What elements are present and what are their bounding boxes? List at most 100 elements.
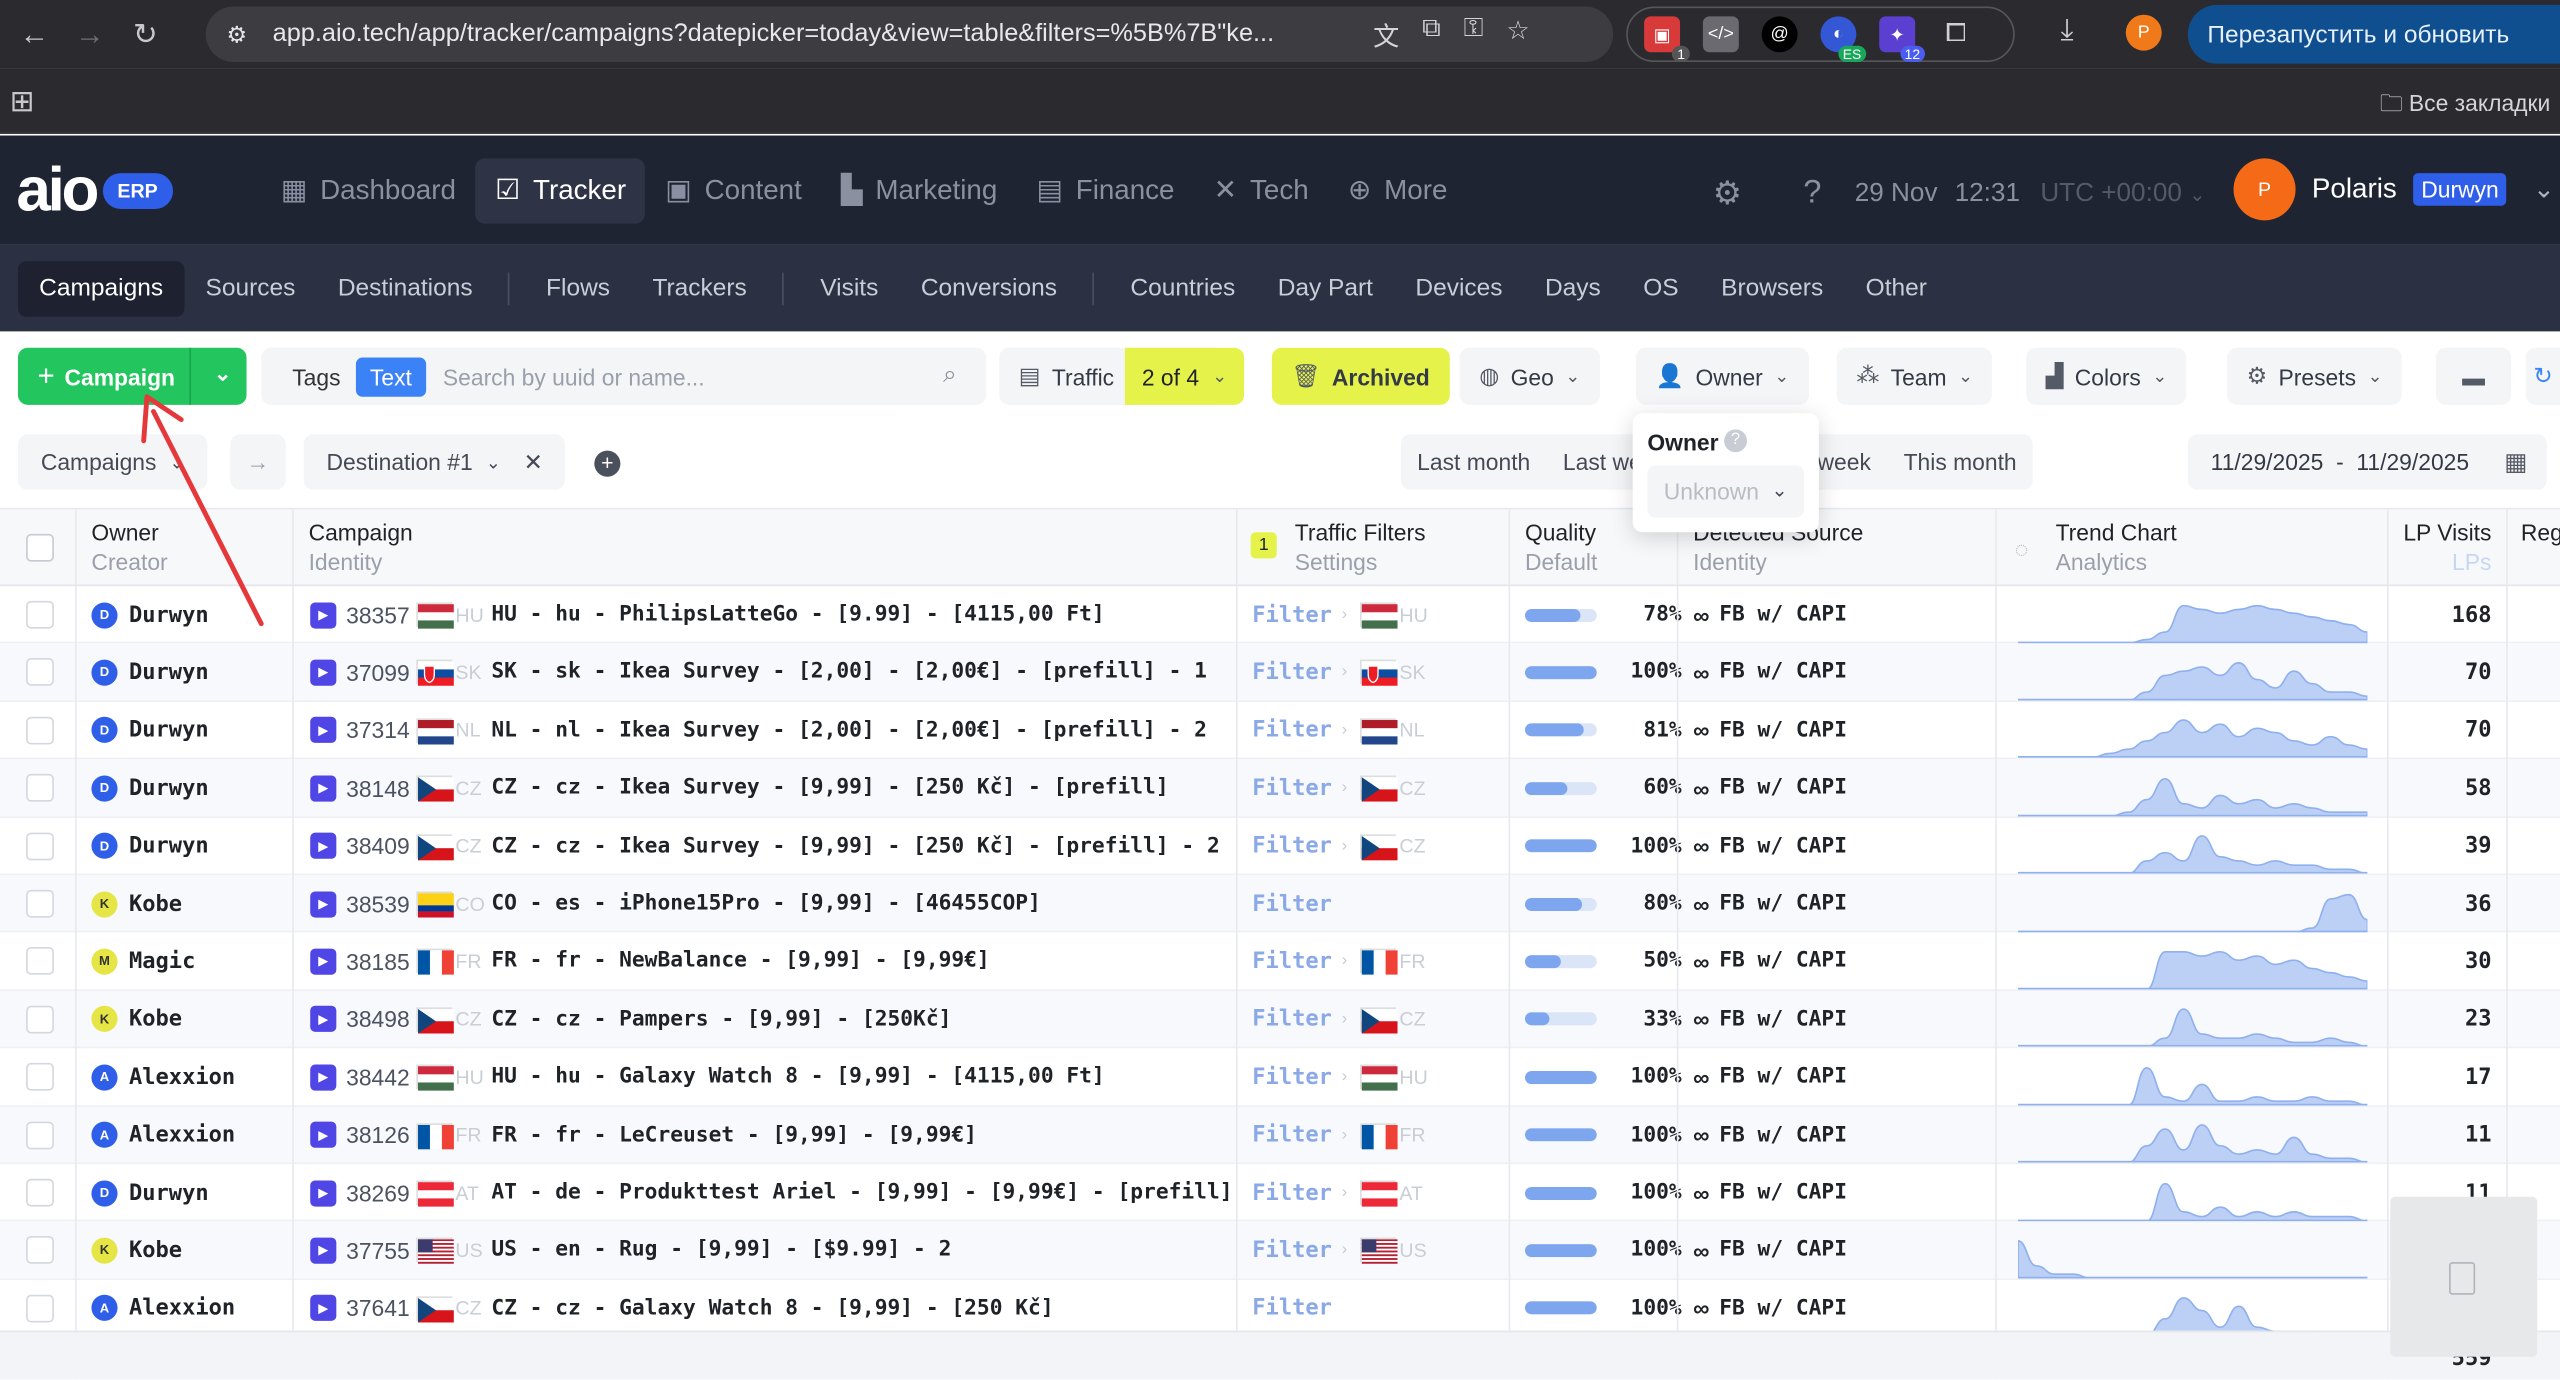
row-checkbox[interactable] [26,1063,54,1091]
row-checkbox[interactable] [26,1005,54,1034]
filter-link[interactable]: Filter [1252,1295,1332,1322]
row-checkbox[interactable] [26,1121,54,1149]
user-menu[interactable]: P Polaris Durwyn ⌄ [2233,158,2555,221]
table-row[interactable]: D Durwyn ▶ 37099 SK SK - sk - Ikea Surve… [0,643,2560,702]
archived-toggle[interactable]: 🗑 Archived [1271,347,1450,405]
campaign-cell[interactable]: ▶ 38498 CZ CZ - cz - Pampers - [9,99] - … [310,991,951,1048]
folder-button[interactable]: ▬ [2435,347,2512,405]
select-all-checkbox[interactable] [26,533,54,562]
traffic-filter-cell[interactable]: Filter › NL [1252,702,1435,759]
owner-filter-button[interactable]: 👤 Owner ⌄ [1635,347,1809,405]
grouping-destination[interactable]: Destination #1 ⌄ ✕ [303,434,566,490]
filter-link[interactable]: Filter [1252,659,1332,686]
traffic-filter-cell[interactable]: Filter › HU [1252,1048,1435,1105]
campaign-cell[interactable]: ▶ 37641 CZ CZ - cz - Galaxy Watch 8 - [9… [310,1280,1054,1337]
app-logo[interactable]: aio ERP [16,160,173,222]
column-lp-visits[interactable]: LP Visits LPs [2403,519,2491,575]
table-row[interactable]: D Durwyn ▶ 38269 AT AT - de - Produkttes… [0,1164,2560,1222]
subnav-flows[interactable]: Flows [546,274,611,303]
extension-es-icon[interactable]: ◐ ES [1820,16,1867,63]
campaign-name[interactable]: SK - sk - Ikea Survey - [2,00] - [2,00€]… [491,660,1207,685]
owner-cell[interactable]: K Kobe [91,1222,182,1279]
trend-settings-icon[interactable]: ◌ [2014,535,2029,562]
close-icon[interactable]: ✕ [523,448,543,475]
play-icon[interactable]: ▶ [310,659,337,686]
nav-finance[interactable]: ▤ Finance [1017,158,1194,223]
owner-cell[interactable]: D Durwyn [91,1164,209,1221]
campaign-cell[interactable]: ▶ 38357 HU HU - hu - PhilipsLatteGo - [9… [310,586,1105,643]
presets-button[interactable]: ⚙ Presets ⌄ [2227,347,2403,405]
source-cell[interactable]: ∞ FB w/ CAPI [1693,875,1847,932]
traffic-filter-cell[interactable]: Filter › CZ [1252,817,1435,874]
subnav-os[interactable]: OS [1643,274,1679,303]
table-row[interactable]: D Durwyn ▶ 38148 CZ CZ - cz - Ikea Surve… [0,759,2560,818]
table-row[interactable]: K Kobe ▶ 38539 CO CO - es - iPhone15Pro … [0,875,2560,933]
campaign-name[interactable]: CZ - cz - Pampers - [9,99] - [250Kč] [491,1007,952,1032]
filter-link[interactable]: Filter [1252,1121,1332,1148]
traffic-filter-cell[interactable]: Filter [1252,875,1341,932]
subnav-destinations[interactable]: Destinations [337,274,473,303]
refresh-icon[interactable]: ↻ [2525,347,2560,405]
all-bookmarks[interactable]: 🗀 Все закладки [2380,87,2551,126]
play-icon[interactable]: ▶ [310,948,337,975]
traffic-filter-cell[interactable]: Filter › AT [1252,1164,1435,1221]
traffic-filter-cell[interactable]: Filter › FR [1252,933,1435,990]
date-preset-this-month[interactable]: This month [1903,448,2017,476]
play-icon[interactable]: ▶ [310,890,337,917]
table-row[interactable]: A Alexxion ▶ 38442 HU HU - hu - Galaxy W… [0,1048,2560,1107]
search-mode-tags[interactable]: Tags [292,363,341,390]
owner-cell[interactable]: K Kobe [91,875,182,932]
owner-cell[interactable]: D Durwyn [91,702,209,759]
campaign-cell[interactable]: ▶ 38126 FR FR - fr - LeCreuset - [9,99] … [310,1106,977,1163]
search-icon[interactable]: ⌕ [943,360,957,389]
column-trend[interactable]: Trend Chart Analytics [2056,519,2177,575]
traffic-filter-cell[interactable]: Filter › FR [1252,1106,1435,1163]
subnav-visits[interactable]: Visits [820,274,879,303]
row-checkbox[interactable] [26,947,54,976]
source-cell[interactable]: ∞ FB w/ CAPI [1693,1164,1847,1221]
play-icon[interactable]: ▶ [310,775,337,802]
campaign-name[interactable]: NL - nl - Ikea Survey - [2,00] - [2,00€]… [491,718,1207,743]
nav-more[interactable]: ⊕ More [1328,158,1467,223]
play-icon[interactable]: ▶ [310,1237,337,1264]
url-text[interactable]: app.aio.tech/app/tracker/campaigns?datep… [272,19,1275,48]
owner-cell[interactable]: M Magic [91,933,195,990]
campaign-cell[interactable]: ▶ 37755 US US - en - Rug - [9,99] - [$9.… [310,1222,951,1279]
play-icon[interactable]: ▶ [310,1121,337,1148]
source-cell[interactable]: ∞ FB w/ CAPI [1693,1048,1847,1105]
extensions-puzzle-icon[interactable]: ⧠ [1945,19,1967,48]
grouping-campaigns[interactable]: Campaigns ⌄ [17,434,208,490]
row-checkbox[interactable] [26,774,54,802]
campaign-cell[interactable]: ▶ 38442 HU HU - hu - Galaxy Watch 8 - [9… [310,1048,1105,1105]
owner-cell[interactable]: D Durwyn [91,586,209,643]
traffic-filter-cell[interactable]: Filter › HU [1252,586,1435,643]
extension-threads-icon[interactable]: @ [1761,16,1798,53]
row-checkbox[interactable] [26,658,54,687]
back-icon[interactable]: ← [19,17,49,50]
apps-grid-icon[interactable]: ⊞ [9,84,35,118]
row-checkbox[interactable] [26,716,54,745]
source-cell[interactable]: ∞ FB w/ CAPI [1693,702,1847,759]
campaign-name[interactable]: CZ - cz - Ikea Survey - [9,99] - [250 Kč… [491,833,1220,859]
header-datetime[interactable]: 29 Nov 12:31 UTC +00:00 ⌄ [1855,179,2206,208]
campaign-cell[interactable]: ▶ 38269 AT AT - de - Produkttest Ariel -… [310,1164,1233,1221]
column-traffic-filters[interactable]: Traffic Filters Settings [1295,519,1426,575]
row-checkbox[interactable] [26,832,54,860]
date-preset-last-we[interactable]: Last we [1562,448,1642,476]
row-checkbox[interactable] [26,1178,54,1207]
play-icon[interactable]: ▶ [310,601,337,628]
extension-red-icon[interactable]: ▣ 1 [1644,16,1690,63]
owner-select[interactable]: Unknown ⌄ [1647,465,1805,518]
relaunch-button[interactable]: Перезапустить и обновить [2187,4,2560,64]
traffic-filter-button[interactable]: ▤ Traffic 2 of 4 ⌄ [999,347,1244,405]
row-checkbox[interactable] [26,1294,54,1323]
play-icon[interactable]: ▶ [310,832,337,859]
campaign-cell[interactable]: ▶ 38539 CO CO - es - iPhone15Pro - [9,99… [310,875,1041,932]
geo-filter-button[interactable]: ◍ Geo ⌄ [1459,347,1600,405]
column-reg[interactable]: Reg [2521,519,2560,545]
subnav-day-part[interactable]: Day Part [1277,274,1373,303]
colors-filter-button[interactable]: ▟ Colors ⌄ [2026,347,2187,405]
traffic-filter-cell[interactable]: Filter [1252,1280,1341,1337]
traffic-filter-cell[interactable]: Filter › US [1252,1222,1435,1279]
table-row[interactable]: A Alexxion ▶ 37641 CZ CZ - cz - Galaxy W… [0,1280,2560,1338]
